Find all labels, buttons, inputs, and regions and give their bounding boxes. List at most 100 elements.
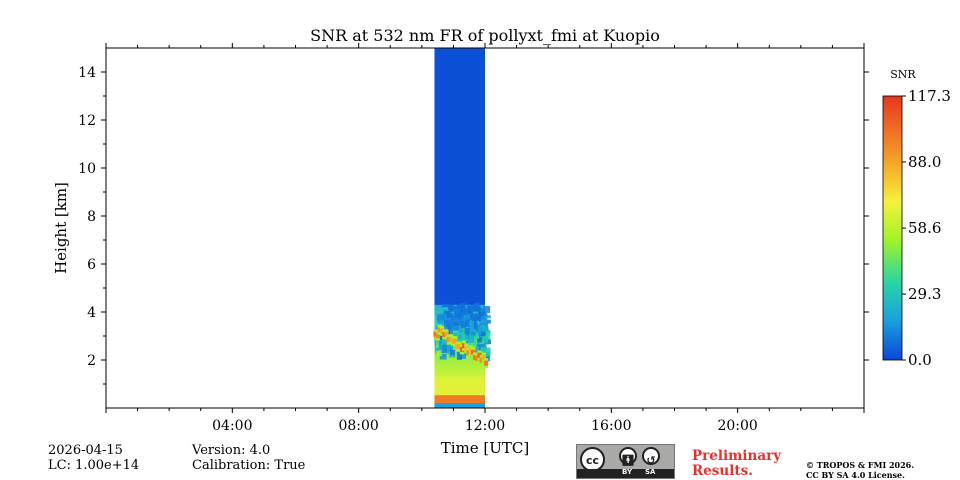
heatmap-noise-cell xyxy=(436,314,442,321)
heatmap-near-surface xyxy=(434,403,485,408)
heatmap-layer-core xyxy=(444,331,449,337)
heatmap-noise-cell xyxy=(476,343,484,348)
badge-by-label: BY xyxy=(622,468,633,476)
footer-version: Version: 4.0 xyxy=(192,443,271,458)
heatmap-layer-core xyxy=(433,331,438,337)
heatmap-noise-cell xyxy=(453,317,459,322)
heatmap-noise-cell xyxy=(460,323,466,329)
heatmap-noise-cell xyxy=(484,315,491,319)
heatmap-layer-core xyxy=(481,355,486,361)
heatmap-layer-core xyxy=(440,328,445,334)
axis-ticks: 04:00 08:00 12:00 16:00 20:00 2 4 6 8 10 12 14 xyxy=(78,43,869,434)
copyright-line1: © TROPOS & FMI 2026. xyxy=(806,460,915,470)
heatmap-noise-cell xyxy=(473,306,481,312)
heatmap-layer-core xyxy=(475,355,480,361)
heatmap-layer-core xyxy=(453,338,458,344)
heatmap-noise-cell xyxy=(483,347,491,357)
x-tick-label: 08:00 xyxy=(338,418,378,434)
heatmap-layer-core xyxy=(459,346,464,352)
x-tick-label: 04:00 xyxy=(212,418,252,434)
heatmap-noise-cell xyxy=(446,312,452,318)
heatmap-layer-core xyxy=(437,327,442,333)
heatmap-noise-cell xyxy=(475,347,480,354)
heatmap-noise-cell xyxy=(478,330,482,336)
heatmap-noise-cell xyxy=(477,312,482,322)
heatmap-noise-cell xyxy=(483,352,491,362)
colorbar-tick-label: 117.3 xyxy=(908,87,951,105)
sa-share-icon: ↺ xyxy=(642,447,660,467)
heatmap-noise-cell xyxy=(458,325,462,334)
colorbar xyxy=(882,95,903,361)
heatmap-noise-cell xyxy=(469,321,474,330)
heatmap-noise-cell xyxy=(453,326,459,331)
x-tick-label: 20:00 xyxy=(717,418,757,434)
heatmap-noise-cell xyxy=(441,314,445,320)
heatmap-layer-core xyxy=(468,348,473,354)
heatmap-layer-core xyxy=(435,333,440,339)
heatmap-noise-cell xyxy=(435,346,441,354)
heatmap-noise-cell xyxy=(479,318,487,324)
heatmap-layer-core xyxy=(451,338,456,344)
heatmap-noise-cell xyxy=(453,307,462,313)
badge-bar: BY SA xyxy=(577,468,674,478)
heatmap-layer-core xyxy=(479,357,484,363)
y-tick-label: 6 xyxy=(87,257,96,273)
heatmap-noise-cell xyxy=(458,334,462,340)
y-tick-label: 12 xyxy=(78,113,96,129)
heatmap-noise-cell xyxy=(471,332,476,337)
heatmap-layer-core xyxy=(455,344,460,350)
heatmap-noise-cell xyxy=(474,331,482,335)
by-person-icon: 🚹︎ xyxy=(619,447,637,467)
colorbar-tick-label: 58.6 xyxy=(908,219,941,237)
heatmap-noise-cell xyxy=(438,341,444,345)
heatmap-layer-core xyxy=(446,337,451,343)
heatmap-noise-cell xyxy=(477,338,482,343)
heatmap-noise-cell xyxy=(447,320,455,326)
heatmap-noise-cell xyxy=(483,306,491,313)
heatmap-noise-cell xyxy=(455,321,462,326)
heatmap-noise-cell xyxy=(458,352,466,359)
heatmap-noise-cell xyxy=(439,351,447,360)
heatmap-noise-cell xyxy=(453,312,462,317)
heatmap-layer-core xyxy=(462,343,467,349)
heatmap-noise-cell xyxy=(443,343,452,352)
preliminary-line1: Preliminary xyxy=(692,448,782,464)
heatmap-noise-cell xyxy=(434,336,442,346)
heatmap-noise-cell xyxy=(438,322,447,328)
heatmap-noise-cell xyxy=(477,307,485,313)
heatmap-noise-cell xyxy=(451,305,459,309)
footer-date: 2026-04-15 xyxy=(48,443,123,458)
footer-lc: LC: 1.00e+14 xyxy=(48,458,140,473)
colorbar-tick-label: 29.3 xyxy=(908,285,941,303)
heatmap-layer-core xyxy=(477,352,482,358)
heatmap-layer-core xyxy=(448,336,453,342)
heatmap-noise-cell xyxy=(448,323,453,332)
heatmap-noise-cell xyxy=(446,328,451,336)
heatmap-layer-core xyxy=(466,350,471,356)
y-tick-label: 2 xyxy=(87,353,96,369)
heatmap-layer-core xyxy=(470,349,475,355)
x-axis-label: Time [UTC] xyxy=(441,439,530,457)
heatmap-noise-cell xyxy=(450,349,455,356)
y-axis-label: Height [km] xyxy=(52,182,70,274)
heatmap-noise-cell xyxy=(465,319,470,327)
heatmap-noise-cell xyxy=(460,303,465,308)
heatmap-surface-return xyxy=(434,395,485,404)
heatmap-boundary-layer xyxy=(434,376,485,396)
footer-calibration: Calibration: True xyxy=(192,458,306,473)
colorbar-label: SNR xyxy=(890,68,916,81)
x-tick-label: 12:00 xyxy=(465,418,505,434)
cc-icon-text: cc xyxy=(585,454,600,467)
heatmap-noise-cell xyxy=(448,304,453,311)
heatmap-noise-cell xyxy=(469,313,478,321)
copyright-line2: CC BY SA 4.0 License. xyxy=(806,470,905,480)
cc-icon: cc xyxy=(580,447,605,472)
heatmap-noise-cell xyxy=(482,336,489,344)
heatmap-noise-cell xyxy=(477,326,482,335)
heatmap-noise-cell xyxy=(470,306,474,312)
heatmap-noise-cell xyxy=(452,321,458,326)
cc-by-sa-badge: cc 🚹︎ ↺ BY SA xyxy=(576,444,675,479)
heatmap-noise-cell xyxy=(473,322,478,330)
heatmap-noise-cell xyxy=(462,308,468,315)
